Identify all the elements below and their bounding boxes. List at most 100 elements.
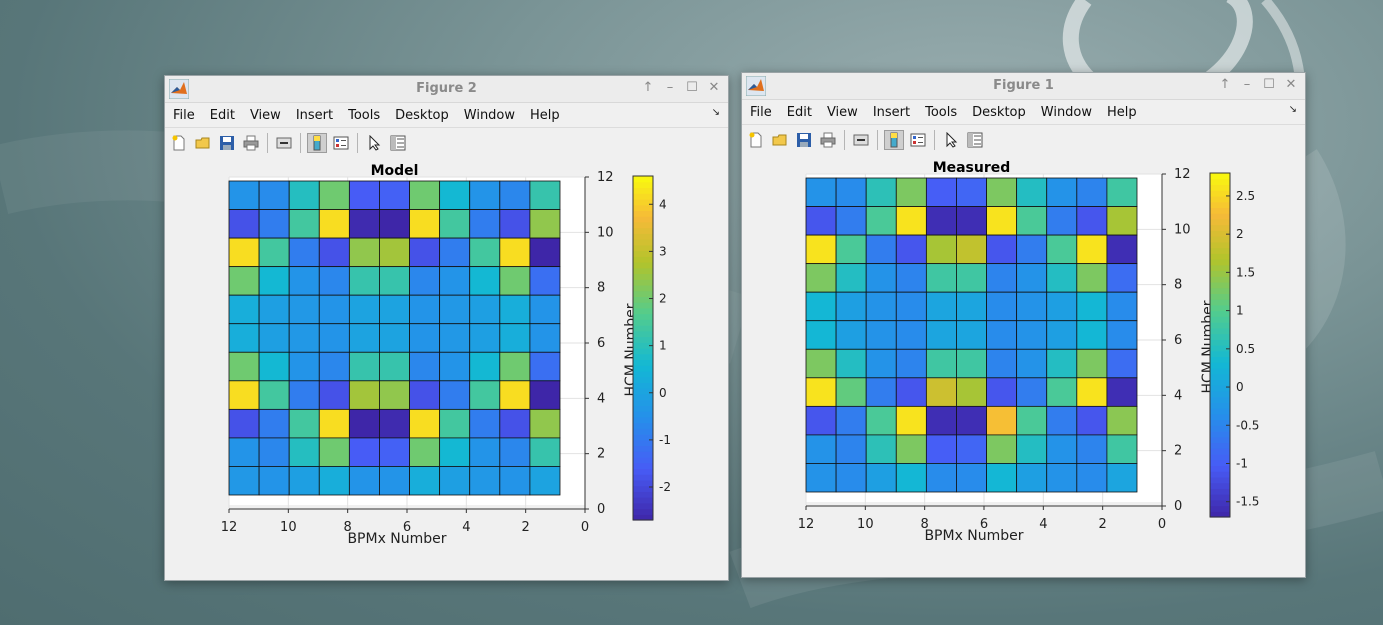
heatmap-cell <box>379 266 410 296</box>
menu-insert[interactable]: Insert <box>295 107 334 123</box>
x-tick-label: 10 <box>280 520 297 535</box>
menu-tools[interactable]: Tools <box>348 107 381 123</box>
figure-2-window[interactable]: Figure 2 ↑ – ☐ ✕ File Edit View Insert T… <box>164 75 729 581</box>
property-inspector-icon[interactable] <box>388 133 408 153</box>
menu-file[interactable]: File <box>173 107 195 123</box>
heatmap-cell <box>956 434 987 464</box>
colorbar-icon[interactable] <box>884 130 904 150</box>
colorbar-segment <box>1210 448 1230 455</box>
heatmap-cell <box>348 323 380 353</box>
colorbar-segment <box>1210 195 1230 203</box>
x-axis-label: BPMx Number <box>347 531 446 547</box>
heatmap-cell <box>1016 405 1048 436</box>
colorbar-segment <box>1210 213 1230 220</box>
save-icon[interactable] <box>794 130 814 150</box>
heatmap-cell <box>986 463 1018 493</box>
print-icon[interactable] <box>818 130 838 150</box>
legend-icon[interactable] <box>331 133 351 153</box>
heatmap-cell <box>1046 377 1078 407</box>
colorbar-segment <box>1210 431 1230 438</box>
pin-icon[interactable]: ↑ <box>1219 77 1231 92</box>
legend-icon[interactable] <box>908 130 928 150</box>
save-icon[interactable] <box>217 133 237 153</box>
figure-1-window[interactable]: Figure 1 ↑ – ☐ ✕ File Edit View Insert T… <box>741 72 1306 578</box>
heatmap-cell <box>986 377 1018 407</box>
colorbar-segment <box>633 256 653 263</box>
colorbar-segment <box>1210 339 1230 346</box>
close-icon[interactable]: ✕ <box>1285 77 1297 92</box>
heatmap-cell <box>1076 377 1108 407</box>
property-inspector-icon[interactable] <box>965 130 985 150</box>
heatmap-cell <box>409 380 441 410</box>
heatmap-cell <box>499 323 531 353</box>
print-icon[interactable] <box>241 133 261 153</box>
colorbar-segment <box>1210 310 1230 317</box>
heatmap-cell <box>318 266 350 296</box>
toolbar-separator <box>300 133 301 153</box>
heatmap-cell <box>1046 320 1078 350</box>
colorbar-segment <box>633 342 653 349</box>
menu-edit[interactable]: Edit <box>786 104 812 120</box>
window-titlebar[interactable]: Figure 2 ↑ – ☐ ✕ <box>165 76 728 103</box>
colorbar-icon[interactable] <box>307 133 327 153</box>
menu-desktop[interactable]: Desktop <box>972 104 1026 120</box>
heatmap-cell <box>925 434 957 464</box>
colorbar-segment <box>1210 350 1230 358</box>
menu-desktop[interactable]: Desktop <box>395 107 449 123</box>
dock-arrow-icon[interactable]: ↘ <box>1288 104 1297 115</box>
heatmap-cell <box>409 408 441 439</box>
heatmap-cell <box>499 294 531 325</box>
x-tick-label: 0 <box>1158 517 1166 532</box>
menu-insert[interactable]: Insert <box>872 104 911 120</box>
menu-window[interactable]: Window <box>463 107 516 123</box>
heatmap-cell <box>288 437 320 467</box>
heatmap-cell <box>469 380 501 410</box>
pin-icon[interactable]: ↑ <box>642 80 654 95</box>
pointer-icon[interactable] <box>364 133 384 153</box>
heatmap-cell <box>499 209 531 239</box>
heatmap-cell <box>1106 234 1138 265</box>
window-titlebar[interactable]: Figure 1 ↑ – ☐ ✕ <box>742 73 1305 100</box>
minimize-icon[interactable]: – <box>666 80 674 95</box>
menu-edit[interactable]: Edit <box>209 107 235 123</box>
colorbar-segment <box>1210 373 1230 380</box>
heatmap-cell <box>228 237 260 268</box>
heatmap-cell <box>258 237 290 268</box>
x-tick-label: 8 <box>921 517 929 532</box>
menu-tools[interactable]: Tools <box>925 104 958 120</box>
x-tick-label: 8 <box>344 520 352 535</box>
heatmap-cell <box>895 177 927 207</box>
y-tick-label: 0 <box>597 502 605 517</box>
open-file-icon[interactable] <box>770 130 790 150</box>
colorbar-segment <box>633 468 653 475</box>
menu-file[interactable]: File <box>750 104 772 120</box>
new-figure-icon[interactable] <box>746 130 766 150</box>
dock-arrow-icon[interactable]: ↘ <box>711 107 720 118</box>
link-plot-icon[interactable] <box>274 133 294 153</box>
colorbar-segment <box>633 187 653 194</box>
menu-view[interactable]: View <box>826 104 858 120</box>
heatmap-cell <box>1016 434 1048 464</box>
pointer-icon[interactable] <box>941 130 961 150</box>
close-icon[interactable]: ✕ <box>708 80 720 95</box>
colorbar-segment <box>1210 333 1230 340</box>
heatmap-cell <box>925 263 957 293</box>
maximize-icon[interactable]: ☐ <box>686 80 698 95</box>
link-plot-icon[interactable] <box>851 130 871 150</box>
heatmap-cell <box>1076 463 1108 493</box>
colorbar-segment <box>1210 471 1230 478</box>
menu-view[interactable]: View <box>249 107 281 123</box>
x-tick-label: 4 <box>462 520 470 535</box>
colorbar-segment <box>633 273 653 280</box>
heatmap-cell <box>1046 206 1078 236</box>
minimize-icon[interactable]: – <box>1243 77 1251 92</box>
open-file-icon[interactable] <box>193 133 213 153</box>
menu-help[interactable]: Help <box>1107 104 1137 120</box>
x-tick-label: 2 <box>1099 517 1107 532</box>
heatmap-cell <box>348 466 380 496</box>
maximize-icon[interactable]: ☐ <box>1263 77 1275 92</box>
new-figure-icon[interactable] <box>169 133 189 153</box>
heatmap-cell <box>469 323 501 353</box>
menu-window[interactable]: Window <box>1040 104 1093 120</box>
menu-help[interactable]: Help <box>530 107 560 123</box>
